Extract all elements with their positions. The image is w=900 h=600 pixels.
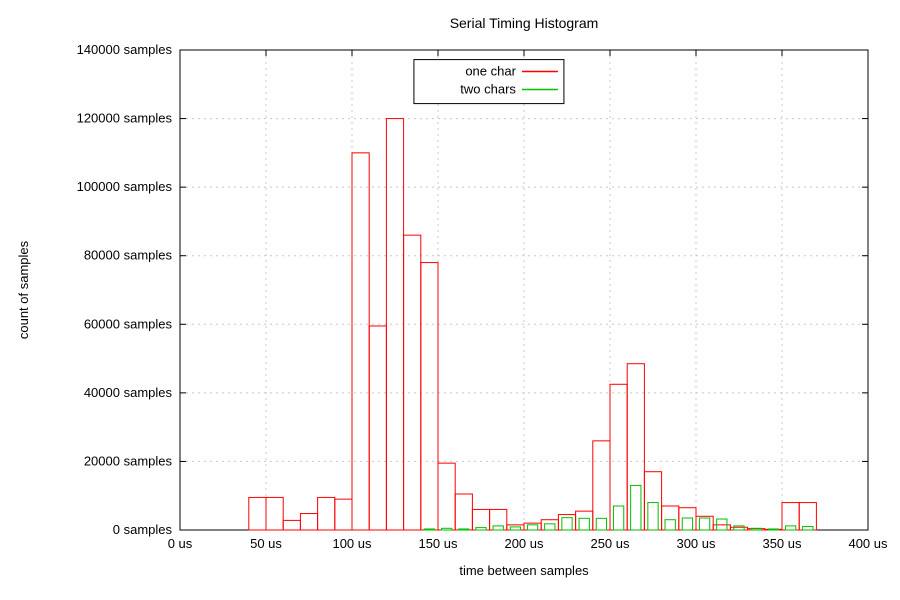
- legend: one char two chars: [414, 60, 564, 104]
- histogram-chart: 0 us 50 us 100 us 150 us 200 us 250 us 300 us 3…: [0, 0, 900, 600]
- y-tick-label: 120000 samples: [77, 111, 173, 126]
- x-tick-label: 400 us: [848, 536, 888, 551]
- y-tick-label: 40000 samples: [84, 385, 173, 400]
- x-tick-label: 350 us: [762, 536, 802, 551]
- x-tick-label: 250 us: [590, 536, 630, 551]
- x-axis-label: time between samples: [459, 563, 589, 578]
- x-tick-label: 200 us: [504, 536, 544, 551]
- y-axis-label: count of samples: [16, 240, 31, 339]
- y-tick-label: 20000 samples: [84, 453, 173, 468]
- y-tick-label: 60000 samples: [84, 316, 173, 331]
- legend-label: two chars: [460, 82, 516, 97]
- y-tick-label: 100000 samples: [77, 179, 173, 194]
- x-tick-label: 150 us: [418, 536, 458, 551]
- x-tick-label: 300 us: [676, 536, 716, 551]
- y-tick-label: 0 samples: [113, 522, 173, 537]
- x-tick-label: 100 us: [332, 536, 372, 551]
- y-tick-label: 80000 samples: [84, 248, 173, 263]
- x-tick-label: 50 us: [250, 536, 282, 551]
- y-tick-label: 140000 samples: [77, 42, 173, 57]
- x-tick-label: 0 us: [168, 536, 193, 551]
- legend-label: one char: [465, 64, 516, 79]
- chart-container: 0 us 50 us 100 us 150 us 200 us 250 us 300 us 3…: [0, 0, 900, 600]
- chart-title: Serial Timing Histogram: [450, 15, 599, 31]
